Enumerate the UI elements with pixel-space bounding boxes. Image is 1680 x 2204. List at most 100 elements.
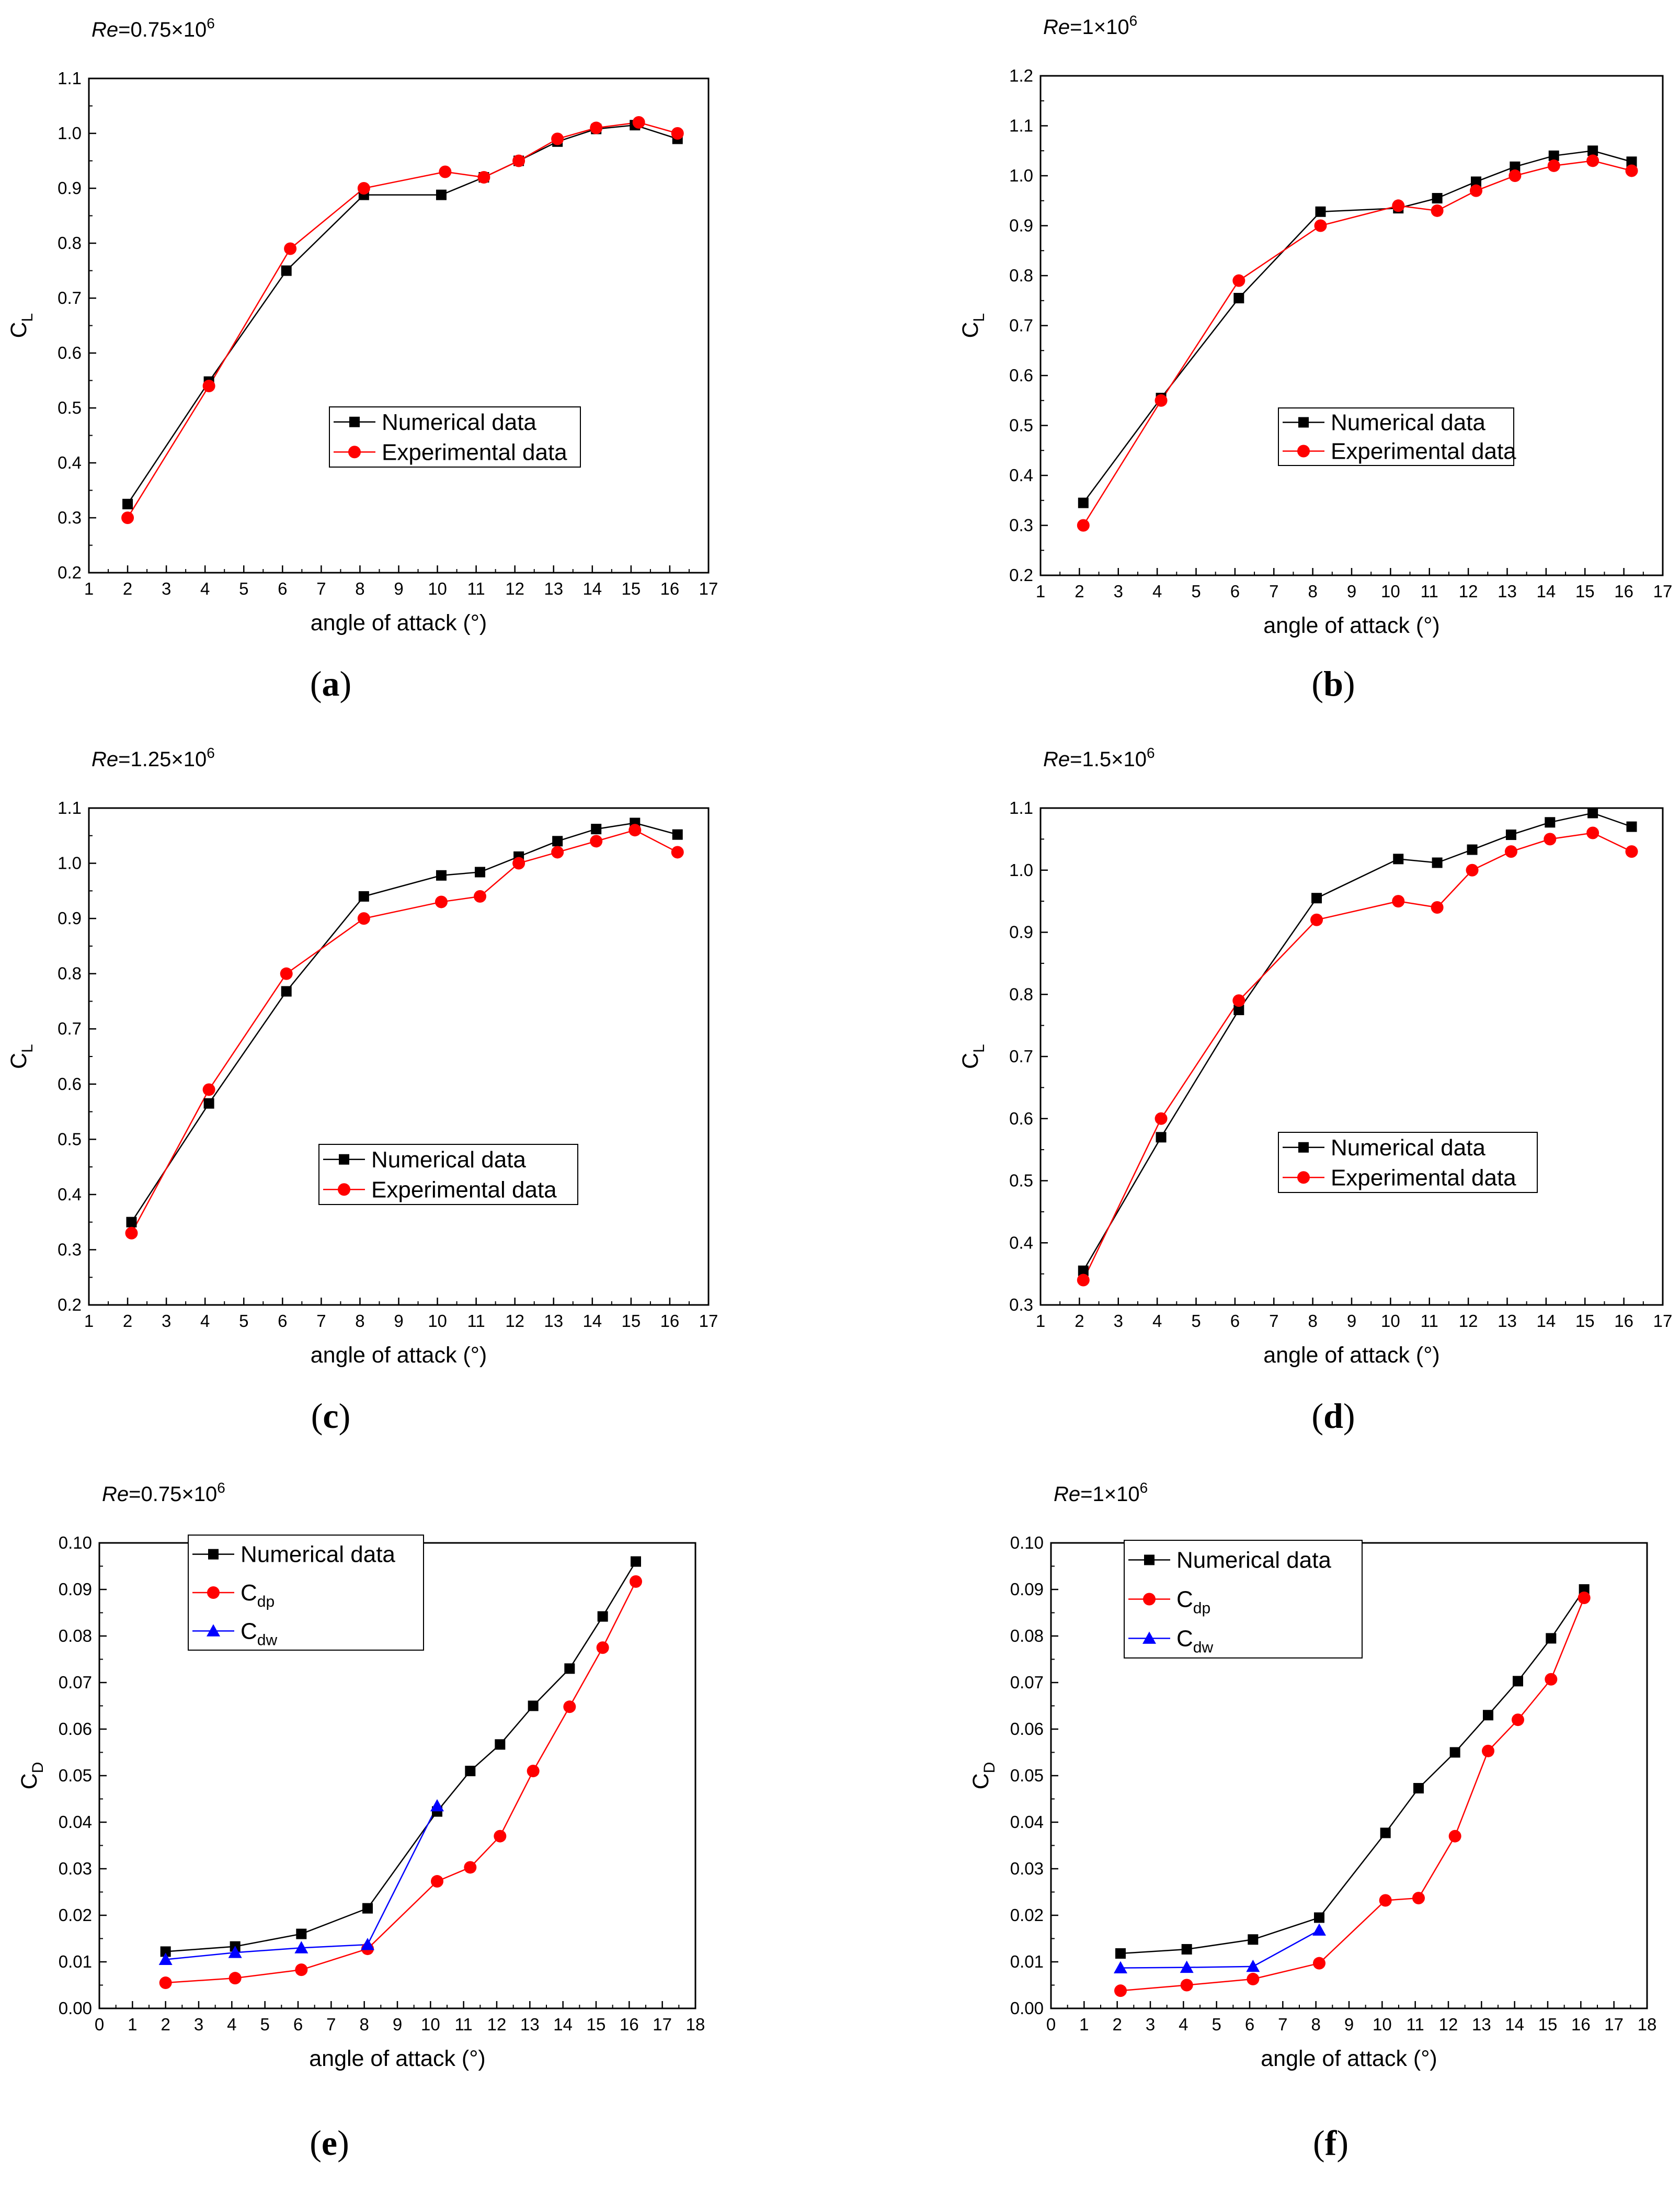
data-point bbox=[1248, 1934, 1259, 1945]
data-point bbox=[281, 265, 292, 276]
plot-frame bbox=[88, 807, 710, 1306]
y-tick-label: 0.10 bbox=[1010, 1533, 1044, 1552]
data-point bbox=[1467, 844, 1478, 855]
x-tick-label: 5 bbox=[1191, 1311, 1201, 1331]
x-tick-label: 11 bbox=[467, 579, 485, 598]
data-point bbox=[527, 1765, 540, 1778]
x-tick-label: 10 bbox=[1381, 582, 1400, 601]
y-tick-label: 0.8 bbox=[1009, 984, 1033, 1004]
legend-marker bbox=[1298, 1142, 1309, 1153]
data-point bbox=[294, 1941, 308, 1953]
y-tick-label: 1.1 bbox=[58, 69, 82, 88]
x-tick-label: 3 bbox=[1114, 1311, 1123, 1331]
data-point bbox=[281, 986, 292, 997]
legend-label-text: Numerical data bbox=[241, 1542, 395, 1567]
reynolds-label: Re=1×106 bbox=[1043, 13, 1137, 39]
reynolds-label-symbol: Re bbox=[1054, 1483, 1080, 1506]
x-tick-label: 8 bbox=[359, 2015, 369, 2034]
y-tick-label: 0.07 bbox=[59, 1673, 92, 1692]
data-point bbox=[121, 512, 134, 524]
legend-label-subscript: dp bbox=[257, 1593, 275, 1610]
data-point bbox=[1508, 169, 1522, 182]
x-tick-label: 8 bbox=[355, 1311, 364, 1331]
x-tick-label: 2 bbox=[161, 2015, 170, 2034]
x-tick-label: 13 bbox=[544, 1311, 563, 1331]
legend-label-text: Experimental data bbox=[382, 439, 567, 465]
x-tick-label: 7 bbox=[316, 579, 326, 598]
reynolds-label: Re=1×106 bbox=[1054, 1480, 1148, 1506]
x-tick-label: 5 bbox=[1212, 2015, 1221, 2034]
x-tick-label: 8 bbox=[355, 579, 364, 598]
data-point bbox=[563, 1700, 576, 1713]
data-point bbox=[1077, 519, 1090, 532]
x-axis-title: angle of attack (°) bbox=[1263, 1343, 1439, 1368]
x-tick-label: 10 bbox=[1381, 1311, 1400, 1331]
data-point bbox=[1579, 1584, 1590, 1595]
x-tick-label: 9 bbox=[1347, 582, 1356, 601]
data-point bbox=[551, 132, 564, 145]
reynolds-label: Re=0.75×106 bbox=[102, 1480, 225, 1506]
x-tick-label: 15 bbox=[622, 579, 641, 598]
y-tick-label: 0.4 bbox=[58, 453, 82, 472]
data-point bbox=[228, 1972, 242, 1985]
chart-panel: 0 1 2 3 4 5 6 7 8 9 10 11 12 13 14 15 16 17 180.000.010.02… bbox=[17, 1480, 705, 2163]
x-tick-label: 9 bbox=[1347, 1311, 1356, 1331]
x-tick-label: 16 bbox=[660, 579, 680, 598]
y-tick-label: 0.3 bbox=[1009, 1295, 1033, 1314]
y-tick-label: 0.4 bbox=[58, 1185, 82, 1204]
y-tick-label: 0.6 bbox=[1009, 1109, 1033, 1128]
legend-marker bbox=[1143, 1593, 1156, 1606]
x-tick-label: 15 bbox=[1538, 2015, 1558, 2034]
legend-label-text: Experimental data bbox=[371, 1177, 557, 1202]
legend-label: Cdw bbox=[241, 1618, 277, 1649]
data-point bbox=[1155, 1112, 1168, 1125]
y-tick-label: 0.09 bbox=[59, 1580, 92, 1599]
x-tick-label: 1 bbox=[1036, 582, 1045, 601]
data-point bbox=[1546, 1633, 1557, 1644]
x-tick-label: 15 bbox=[1575, 1311, 1595, 1331]
panel-tag-close: ) bbox=[339, 1396, 351, 1436]
x-tick-label: 7 bbox=[316, 1311, 326, 1331]
y-tick-label: 0.9 bbox=[1009, 216, 1033, 235]
x-axis-title: angle of attack (°) bbox=[311, 1343, 487, 1368]
x-tick-label: 4 bbox=[1152, 1311, 1162, 1331]
reynolds-label-symbol: Re bbox=[102, 1483, 129, 1506]
data-point bbox=[1311, 893, 1322, 904]
y-tick-label: 0.8 bbox=[58, 964, 82, 983]
y-tick-label: 0.7 bbox=[58, 288, 82, 308]
data-point bbox=[1432, 192, 1443, 203]
x-tick-label: 13 bbox=[520, 2015, 540, 2034]
data-point bbox=[1466, 864, 1479, 877]
reynolds-label-value: =1.5×10 bbox=[1070, 748, 1147, 771]
reynolds-label-value: =1.25×10 bbox=[118, 748, 207, 771]
reynolds-label-value: =0.75×10 bbox=[118, 18, 207, 41]
legend-marker bbox=[1142, 1631, 1156, 1644]
y-tick-label: 0.2 bbox=[58, 563, 82, 582]
x-tick-label: 7 bbox=[1269, 1311, 1278, 1331]
data-point bbox=[1393, 854, 1404, 865]
reynolds-label: Re=0.75×106 bbox=[92, 15, 215, 41]
y-axis-title-subscript: L bbox=[19, 1044, 36, 1053]
y-tick-label: 1.0 bbox=[58, 854, 82, 873]
x-tick-label: 13 bbox=[1498, 1311, 1517, 1331]
data-point bbox=[512, 154, 525, 167]
data-point bbox=[631, 1556, 641, 1567]
series-line bbox=[1082, 160, 1632, 526]
reynolds-label: Re=1.5×106 bbox=[1043, 745, 1155, 771]
y-tick-label: 1.2 bbox=[1009, 66, 1033, 85]
data-point bbox=[477, 171, 490, 184]
y-tick-label: 0.7 bbox=[58, 1019, 82, 1038]
legend-box bbox=[329, 406, 581, 468]
data-point bbox=[1077, 1274, 1090, 1287]
plot-frame bbox=[1039, 75, 1664, 576]
legend-marker bbox=[349, 416, 360, 427]
data-point bbox=[1545, 817, 1556, 828]
y-tick-label: 0.3 bbox=[58, 1240, 82, 1259]
x-tick-label: 11 bbox=[1421, 1311, 1438, 1331]
legend-label-text: Experimental data bbox=[1331, 1165, 1516, 1190]
y-tick-label: 0.01 bbox=[1010, 1952, 1044, 1971]
data-point bbox=[436, 870, 447, 881]
y-tick-label: 0.4 bbox=[1009, 1233, 1033, 1252]
chart-panel: 0 1 2 3 4 5 6 7 8 9 10 11 12 13 14 15 16 17 180.000.010.02… bbox=[968, 1480, 1656, 2163]
y-tick-label: 0.2 bbox=[1009, 565, 1033, 585]
